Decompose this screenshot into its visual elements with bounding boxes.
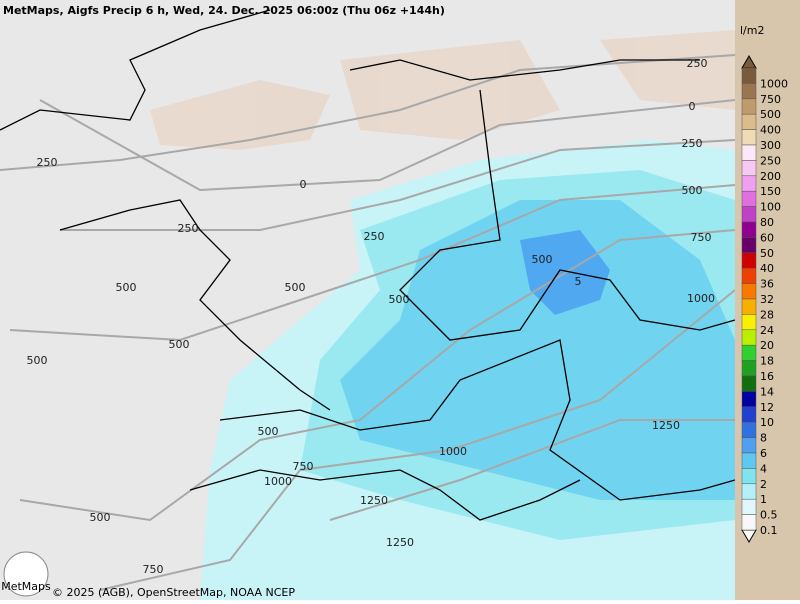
contour-label: 1000 — [687, 292, 715, 305]
legend-label: 4 — [760, 462, 767, 475]
contour-label: 500 — [27, 354, 48, 367]
legend-label: 12 — [760, 401, 774, 414]
contour-label: 750 — [293, 460, 314, 473]
legend-label: 36 — [760, 278, 774, 291]
contour-label: 5 — [575, 275, 582, 288]
contour-label: 250 — [37, 156, 58, 169]
borders — [0, 9, 736, 521]
legend-label: 200 — [760, 170, 781, 183]
legend-swatch — [741, 98, 757, 115]
legend-label: 80 — [760, 216, 774, 229]
contour-label: 250 — [178, 222, 199, 235]
legend-swatch — [741, 344, 757, 361]
legend-swatch — [741, 252, 757, 269]
legend-label: 0.1 — [760, 524, 778, 537]
contour-label: 250 — [687, 57, 708, 70]
legend-swatch — [741, 160, 757, 177]
contour-label: 500 — [169, 338, 190, 351]
legend: 1000 750 500 400 300 250 200 150 100 80 60 50 40 36 32… — [741, 67, 788, 537]
legend-label: 60 — [760, 231, 774, 244]
legend-label: 18 — [760, 355, 774, 368]
legend-swatch — [741, 113, 757, 130]
contour-label: 1250 — [386, 536, 414, 549]
contour-label: 250 — [364, 230, 385, 243]
contour-label: 500 — [682, 184, 703, 197]
legend-swatch — [741, 298, 757, 315]
contour-lines — [0, 54, 736, 591]
legend-label: 50 — [760, 247, 774, 260]
logo — [3, 551, 49, 597]
legend-swatch — [741, 452, 757, 469]
legend-label: 2 — [760, 478, 767, 491]
legend-swatch — [741, 129, 757, 146]
contour-label: 750 — [143, 563, 164, 576]
contour-label: 500 — [116, 281, 137, 294]
contour-label: 750 — [691, 231, 712, 244]
legend-swatch — [741, 237, 757, 254]
legend-swatch — [741, 375, 757, 392]
legend-swatch — [741, 391, 757, 408]
legend-label: 28 — [760, 308, 774, 321]
legend-label: 40 — [760, 262, 774, 275]
contour-label: 0 — [300, 178, 307, 191]
legend-label: 32 — [760, 293, 774, 306]
attribution: © 2025 (AGB), OpenStreetMap, NOAA NCEP — [52, 586, 295, 599]
legend-label: 400 — [760, 124, 781, 137]
legend-label: 0.5 — [760, 509, 778, 522]
contour-label: 500 — [285, 281, 306, 294]
legend-swatch — [741, 144, 757, 161]
legend-swatch — [741, 283, 757, 300]
contour-label: 500 — [532, 253, 553, 266]
legend-label: 100 — [760, 201, 781, 214]
legend-swatch — [741, 437, 757, 454]
legend-label: 1000 — [760, 77, 788, 90]
legend-label: 150 — [760, 185, 781, 198]
contour-label: 500 — [389, 293, 410, 306]
legend-swatch — [741, 267, 757, 284]
contour-label: 1000 — [264, 475, 292, 488]
legend-swatch — [741, 421, 757, 438]
legend-swatch — [741, 314, 757, 331]
legend-label: 10 — [760, 416, 774, 429]
legend-swatch — [741, 190, 757, 207]
legend-label: 8 — [760, 432, 767, 445]
legend-swatch — [741, 468, 757, 485]
contour-label: 500 — [258, 425, 279, 438]
legend-label: 1 — [760, 493, 767, 506]
legend-label: 750 — [760, 93, 781, 106]
legend-label: 250 — [760, 154, 781, 167]
legend-label: 16 — [760, 370, 774, 383]
legend-swatch — [741, 514, 757, 531]
contour-label: 0 — [689, 100, 696, 113]
contour-label: 1250 — [652, 419, 680, 432]
legend-swatch — [741, 360, 757, 377]
contour-label: 500 — [90, 511, 111, 524]
legend-unit: l/m2 — [740, 24, 764, 37]
legend-label: 300 — [760, 139, 781, 152]
legend-swatch — [741, 406, 757, 423]
legend-swatch — [741, 221, 757, 238]
logo-text: MetMaps — [1, 580, 51, 593]
contour-label: 250 — [682, 137, 703, 150]
legend-label: 500 — [760, 108, 781, 121]
legend-label: 6 — [760, 447, 767, 460]
legend-label: 14 — [760, 385, 774, 398]
legend-swatch — [741, 83, 757, 100]
legend-label: 20 — [760, 339, 774, 352]
legend-swatch — [741, 206, 757, 223]
contour-label: 1000 — [439, 445, 467, 458]
legend-swatch — [741, 498, 757, 515]
legend-label: 24 — [760, 324, 774, 337]
legend-swatch — [741, 67, 757, 84]
legend-swatch — [741, 329, 757, 346]
legend-swatch — [741, 175, 757, 192]
legend-swatch — [741, 483, 757, 500]
contour-label: 1250 — [360, 494, 388, 507]
map-title: MetMaps, Aigfs Precip 6 h, Wed, 24. Dec.… — [3, 4, 445, 17]
